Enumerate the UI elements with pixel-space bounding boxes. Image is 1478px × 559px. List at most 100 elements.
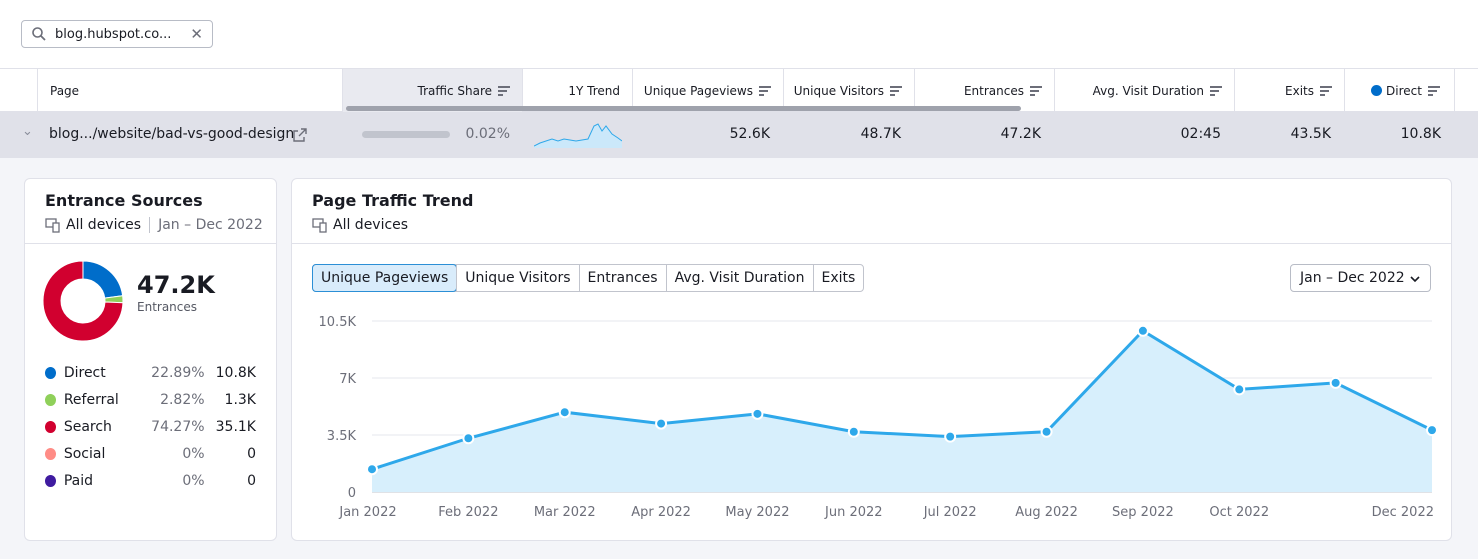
legend-item-referral: Referral 2.82% 1.3K: [45, 390, 256, 410]
row-exits: 43.5K: [1290, 126, 1331, 142]
data-point[interactable]: [1040, 425, 1053, 438]
row-page-url[interactable]: blog.../website/bad-vs-good-design: [49, 126, 295, 142]
row-avg-visit-duration: 02:45: [1180, 126, 1221, 142]
trend-sparkline: [534, 123, 622, 148]
header-traffic-share-label: Traffic Share: [417, 83, 493, 98]
header-page-label: Page: [50, 83, 80, 98]
donut-slice-direct: [82, 260, 124, 299]
tab-avg-visit-duration[interactable]: Avg. Visit Duration: [665, 265, 813, 291]
tab-unique-pageviews[interactable]: Unique Pageviews: [311, 264, 458, 292]
x-tick-label: Jul 2022: [923, 505, 977, 520]
legend-percent: 0%: [182, 446, 205, 462]
period-label: Jan – Dec 2022: [158, 217, 263, 233]
row-traffic-share: 0.02%: [465, 126, 510, 142]
legend-dot: [45, 421, 56, 433]
header-traffic-share[interactable]: Traffic Share: [342, 69, 522, 112]
page-traffic-trend-panel: Page Traffic Trend All devices Unique Pa…: [291, 178, 1452, 541]
sort-icon: [759, 86, 771, 96]
data-point[interactable]: [751, 407, 764, 420]
legend-value: 10.8K: [215, 365, 256, 381]
header-trend-label: 1Y Trend: [568, 83, 620, 98]
data-point[interactable]: [558, 406, 571, 419]
header-direct-label: Direct: [1386, 83, 1422, 98]
legend-percent: 74.27%: [151, 419, 205, 435]
y-tick-label: 10.5K: [319, 315, 357, 330]
donut-slice-search: [42, 260, 124, 342]
legend-percent: 22.89%: [151, 365, 205, 381]
x-tick-label: Feb 2022: [438, 505, 498, 520]
header-unique-pageviews[interactable]: Unique Pageviews: [632, 69, 783, 112]
header-trend: 1Y Trend: [522, 69, 632, 112]
legend-item-paid: Paid 0% 0: [45, 471, 256, 491]
sort-icon: [1210, 86, 1222, 96]
data-point[interactable]: [366, 463, 378, 476]
devices-label: All devices: [66, 217, 142, 233]
data-point[interactable]: [847, 425, 860, 438]
legend-dot: [45, 475, 56, 487]
devices-icon: [45, 218, 60, 233]
tab-entrances[interactable]: Entrances: [578, 265, 666, 291]
x-tick-label: Jan 2022: [338, 505, 396, 520]
data-point[interactable]: [655, 417, 668, 430]
divider: [25, 243, 276, 244]
legend-percent: 0%: [182, 473, 205, 489]
separator: [149, 217, 151, 233]
data-point[interactable]: [1136, 324, 1149, 337]
header-direct[interactable]: Direct: [1344, 69, 1454, 112]
direct-dot: [1371, 85, 1382, 96]
x-tick-label: Aug 2022: [1015, 505, 1078, 520]
data-point[interactable]: [1233, 383, 1246, 396]
header-unique-visitors-label: Unique Visitors: [793, 83, 884, 98]
devices-label: All devices: [333, 217, 409, 233]
row-unique-pageviews: 52.6K: [729, 126, 770, 142]
x-tick-label: Dec 2022: [1372, 505, 1434, 520]
clear-search-icon[interactable]: ✕: [190, 25, 203, 43]
series-area: [372, 330, 1432, 492]
tab-exits[interactable]: Exits: [812, 265, 864, 291]
y-tick-label: 0: [348, 486, 356, 501]
legend-name: Search: [63, 419, 112, 435]
x-tick-label: Jun 2022: [824, 505, 883, 520]
entrance-donut-chart: [42, 260, 124, 342]
legend-name: Referral: [63, 392, 119, 408]
x-tick-label: Mar 2022: [534, 505, 596, 520]
data-point[interactable]: [944, 430, 957, 443]
search-value: blog.hubspot.co...: [55, 26, 172, 42]
external-link-icon[interactable]: [293, 128, 307, 142]
entrance-sources-filters: All devices Jan – Dec 2022: [45, 217, 263, 233]
entrance-sources-panel: Entrance Sources All devices Jan – Dec 2…: [24, 178, 277, 541]
header-unique-visitors[interactable]: Unique Visitors: [783, 69, 914, 112]
table-header: Page Traffic Share 1Y Trend Unique Pagev…: [0, 68, 1478, 112]
header-entrances[interactable]: Entrances: [914, 69, 1054, 112]
devices-icon: [312, 218, 327, 233]
row-unique-visitors: 48.7K: [860, 126, 901, 142]
search-icon: [32, 27, 46, 41]
header-exits-label: Exits: [1285, 83, 1314, 98]
tab-unique-visitors[interactable]: Unique Visitors: [456, 265, 578, 291]
x-tick-label: Apr 2022: [631, 505, 691, 520]
row-direct: 10.8K: [1400, 126, 1441, 142]
data-point[interactable]: [1426, 424, 1438, 437]
entrances-total-label: Entrances: [137, 300, 198, 314]
legend-dot: [45, 448, 56, 460]
legend-dot: [45, 367, 56, 379]
date-range-select[interactable]: Jan – Dec 2022: [1290, 264, 1431, 292]
horizontal-scrollbar[interactable]: [346, 106, 1021, 111]
sort-icon: [498, 86, 510, 96]
search-input[interactable]: blog.hubspot.co... ✕: [21, 20, 213, 48]
row-entrances: 47.2K: [1000, 126, 1041, 142]
header-page[interactable]: Page: [37, 69, 342, 112]
data-point[interactable]: [1329, 376, 1342, 389]
date-range-value: Jan – Dec 2022: [1300, 270, 1405, 286]
header-exits[interactable]: Exits: [1234, 69, 1344, 112]
series-line: [371, 328, 1433, 471]
header-unique-pageviews-label: Unique Pageviews: [643, 83, 753, 98]
header-avg-visit-duration[interactable]: Avg. Visit Duration: [1054, 69, 1234, 112]
entrances-total: 47.2K: [137, 271, 215, 299]
chevron-down-icon[interactable]: ⌄: [22, 124, 33, 139]
data-point[interactable]: [462, 432, 475, 445]
header-next: [1454, 69, 1478, 112]
entrance-sources-title: Entrance Sources: [45, 191, 203, 210]
table-row: ⌄ blog.../website/bad-vs-good-design 0.0…: [0, 112, 1478, 158]
legend-value: 1.3K: [224, 392, 256, 408]
